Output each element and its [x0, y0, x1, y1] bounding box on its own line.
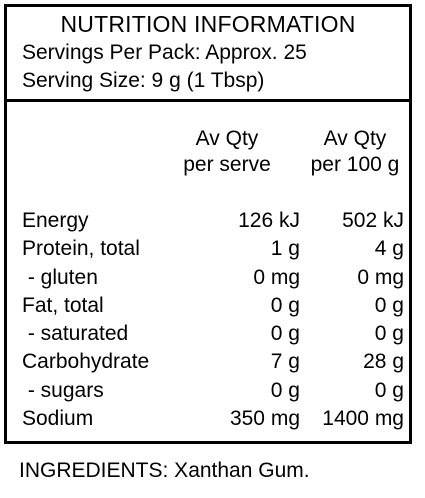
column-header-per-100g-line2: per 100 g [310, 153, 400, 176]
nutrient-name: Sodium [22, 407, 94, 431]
panel-title: NUTRITION INFORMATION [60, 11, 356, 37]
value-per-100g: 4 g [374, 237, 404, 261]
nutrient-row-gluten: - gluten 0 mg 0 mg [7, 264, 409, 292]
value-per-100g: 0 g [374, 293, 404, 317]
nutrient-name: Protein, total [22, 237, 140, 261]
nutrient-row-sodium: Sodium 350 mg 1400 mg [7, 405, 409, 433]
servings-per-pack: Servings Per Pack: Approx. 25 [22, 41, 307, 64]
value-per-serve: 7 g [270, 350, 300, 374]
nutrient-name: Carbohydrate [22, 350, 150, 374]
nutrient-name: - sugars [22, 378, 104, 402]
nutrition-panel: NUTRITION INFORMATION Servings Per Pack:… [4, 4, 412, 444]
nutrient-name: Energy [22, 209, 89, 232]
value-per-100g: 28 g [363, 350, 404, 374]
value-per-serve: 0 g [270, 378, 300, 402]
value-per-serve: 1 g [270, 237, 300, 261]
value-per-serve: 0 mg [253, 265, 300, 289]
value-per-100g: 0 g [374, 378, 404, 402]
value-per-100g: 1400 mg [322, 407, 404, 431]
nutrient-row-protein: Protein, total 1 g 4 g [7, 235, 409, 263]
value-per-100g: 502 kJ [342, 209, 404, 232]
nutrient-row-fat: Fat, total 0 g 0 g [7, 292, 409, 320]
nutrient-row-energy: Energy 126 kJ 502 kJ [7, 207, 409, 235]
column-header-per-100g-line1: Av Qty [323, 127, 387, 150]
nutrient-table: Energy 126 kJ 502 kJ Protein, total 1 g … [7, 207, 409, 433]
column-header-per-serve-line1: Av Qty [195, 127, 259, 150]
nutrient-name: - gluten [22, 265, 98, 289]
nutrient-name: - saturated [22, 322, 129, 346]
serving-size: Serving Size: 9 g (1 Tbsp) [22, 69, 265, 92]
header-divider [7, 99, 409, 102]
value-per-serve: 350 mg [229, 407, 300, 431]
nutrient-row-sugars: - sugars 0 g 0 g [7, 377, 409, 405]
value-per-serve: 0 g [270, 293, 300, 317]
nutrient-row-saturated: - saturated 0 g 0 g [7, 320, 409, 348]
column-header-per-100g: Av Qty per 100 g [299, 126, 411, 178]
column-header-per-serve-line2: per serve [183, 153, 271, 176]
value-per-serve: 0 g [270, 322, 300, 346]
nutrient-row-carbohydrate: Carbohydrate 7 g 28 g [7, 348, 409, 376]
value-per-serve: 126 kJ [238, 209, 300, 232]
value-per-100g: 0 g [374, 322, 404, 346]
ingredients-list: INGREDIENTS: Xanthan Gum. [19, 459, 310, 482]
column-header-per-serve: Av Qty per serve [172, 126, 282, 178]
value-per-100g: 0 mg [357, 265, 404, 289]
nutrient-name: Fat, total [22, 293, 104, 317]
